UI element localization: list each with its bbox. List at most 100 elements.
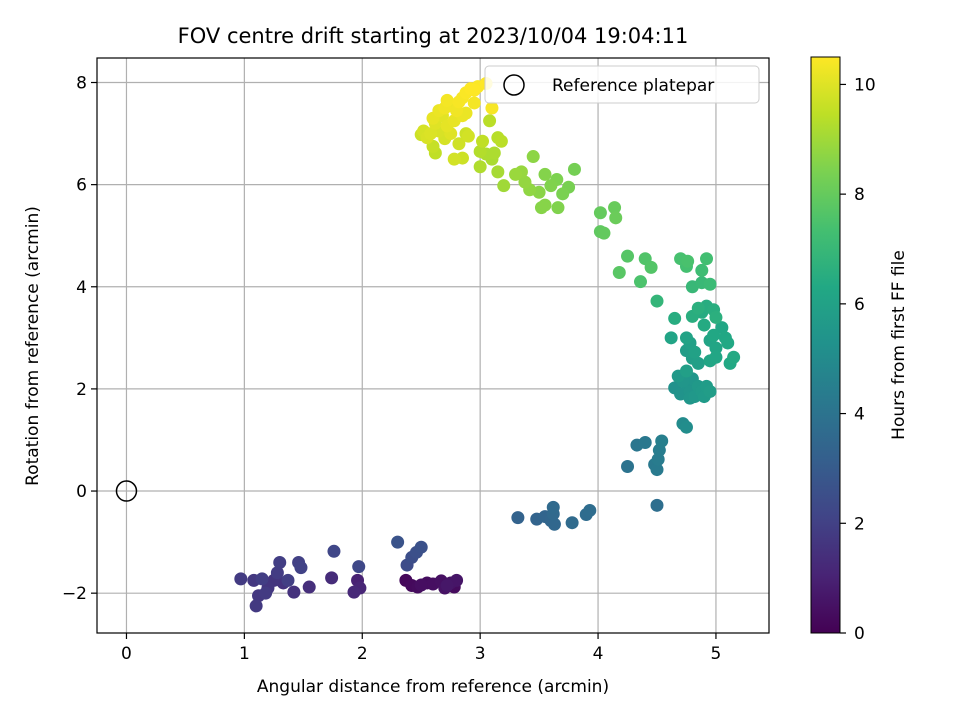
colorbar-tick-label: 2 xyxy=(854,514,865,534)
data-point xyxy=(538,167,552,181)
data-point xyxy=(650,463,664,477)
data-point xyxy=(567,162,581,176)
y-tick-label: −2 xyxy=(62,584,87,604)
data-point xyxy=(547,517,561,531)
data-point xyxy=(511,511,525,525)
data-point xyxy=(707,328,721,342)
data-point xyxy=(414,578,428,592)
data-point xyxy=(281,573,295,587)
data-point xyxy=(688,345,702,359)
data-point xyxy=(485,101,499,115)
x-axis-label: Angular distance from reference (arcmin) xyxy=(257,677,609,697)
legend: Reference platepar xyxy=(484,65,760,104)
data-point xyxy=(583,503,597,517)
data-point xyxy=(491,165,505,179)
colorbar-gradient xyxy=(810,56,841,634)
y-axis-ticks: −2 0 2 4 6 8 xyxy=(62,74,97,604)
x-tick-label: 5 xyxy=(711,644,722,664)
data-point xyxy=(325,571,339,585)
data-point xyxy=(270,566,284,580)
data-point xyxy=(414,540,428,554)
y-axis-label: Rotation from reference (arcmin) xyxy=(23,206,43,486)
data-point xyxy=(440,93,454,107)
data-point xyxy=(709,350,723,364)
colorbar-label: Hours from first FF file xyxy=(889,250,909,440)
data-point xyxy=(609,211,623,225)
data-point xyxy=(593,206,607,220)
data-point xyxy=(709,341,723,355)
y-tick-label: 6 xyxy=(76,176,87,196)
data-point xyxy=(259,586,273,600)
data-point xyxy=(467,83,481,97)
data-point xyxy=(473,144,487,158)
data-point xyxy=(556,187,570,201)
data-point xyxy=(452,137,466,151)
data-point xyxy=(638,436,652,450)
data-point xyxy=(452,95,466,109)
chart-title: FOV centre drift starting at 2023/10/04 … xyxy=(178,24,689,48)
y-tick-label: 4 xyxy=(76,278,87,298)
y-tick-label: 2 xyxy=(76,380,87,400)
data-point xyxy=(526,150,540,164)
data-point xyxy=(621,460,635,474)
data-point xyxy=(664,331,678,345)
colorbar-tick-label: 0 xyxy=(854,624,865,644)
data-point xyxy=(721,336,735,350)
plot-frame xyxy=(96,57,770,634)
data-point xyxy=(538,198,552,212)
data-point xyxy=(287,585,301,599)
data-point xyxy=(703,277,717,291)
data-point xyxy=(440,579,454,593)
data-point xyxy=(327,544,341,558)
x-tick-label: 3 xyxy=(475,644,486,664)
data-point xyxy=(234,572,248,586)
data-point xyxy=(391,535,405,549)
data-point xyxy=(483,114,497,128)
reference-point xyxy=(115,480,138,502)
data-point xyxy=(650,294,664,308)
x-tick-label: 4 xyxy=(593,644,604,664)
data-point xyxy=(655,434,669,448)
colorbar-tick-label: 8 xyxy=(854,185,865,205)
data-point xyxy=(473,160,487,174)
data-point xyxy=(424,127,438,141)
y-tick-label: 8 xyxy=(76,74,87,94)
data-point xyxy=(347,585,361,599)
x-tick-label: 1 xyxy=(239,644,250,664)
data-point xyxy=(697,318,711,332)
colorbar-ticks: 0 2 4 6 8 10 xyxy=(840,75,876,644)
data-point xyxy=(612,265,626,279)
legend-marker xyxy=(503,74,525,96)
legend-entry-label: Reference platepar xyxy=(552,76,714,96)
data-point xyxy=(273,556,287,570)
data-point xyxy=(608,201,622,215)
data-point xyxy=(621,249,635,263)
data-point xyxy=(715,321,729,335)
data-point xyxy=(352,560,366,574)
data-point xyxy=(544,179,558,193)
legend-box xyxy=(484,65,760,104)
data-point xyxy=(703,384,717,398)
data-point xyxy=(700,252,714,266)
data-point xyxy=(302,580,316,594)
data-point xyxy=(597,226,611,240)
colorbar-tick-label: 10 xyxy=(854,75,876,95)
data-point xyxy=(518,175,532,189)
data-point xyxy=(546,500,560,514)
data-point xyxy=(447,152,461,166)
colorbar: 0 2 4 6 8 10 Hours from first FF file xyxy=(810,56,909,644)
data-point xyxy=(494,134,508,148)
data-point xyxy=(467,96,481,110)
data-point xyxy=(249,599,263,613)
data-point xyxy=(681,254,695,268)
data-point xyxy=(691,356,705,370)
data-point xyxy=(509,167,523,181)
data-point xyxy=(487,146,501,160)
data-point xyxy=(255,572,269,586)
data-point xyxy=(668,311,682,325)
data-point xyxy=(695,263,709,277)
colorbar-tick-label: 6 xyxy=(854,295,865,315)
x-axis-ticks: 0 1 2 3 4 5 xyxy=(121,633,721,664)
data-point xyxy=(461,129,475,143)
data-point xyxy=(650,498,664,512)
